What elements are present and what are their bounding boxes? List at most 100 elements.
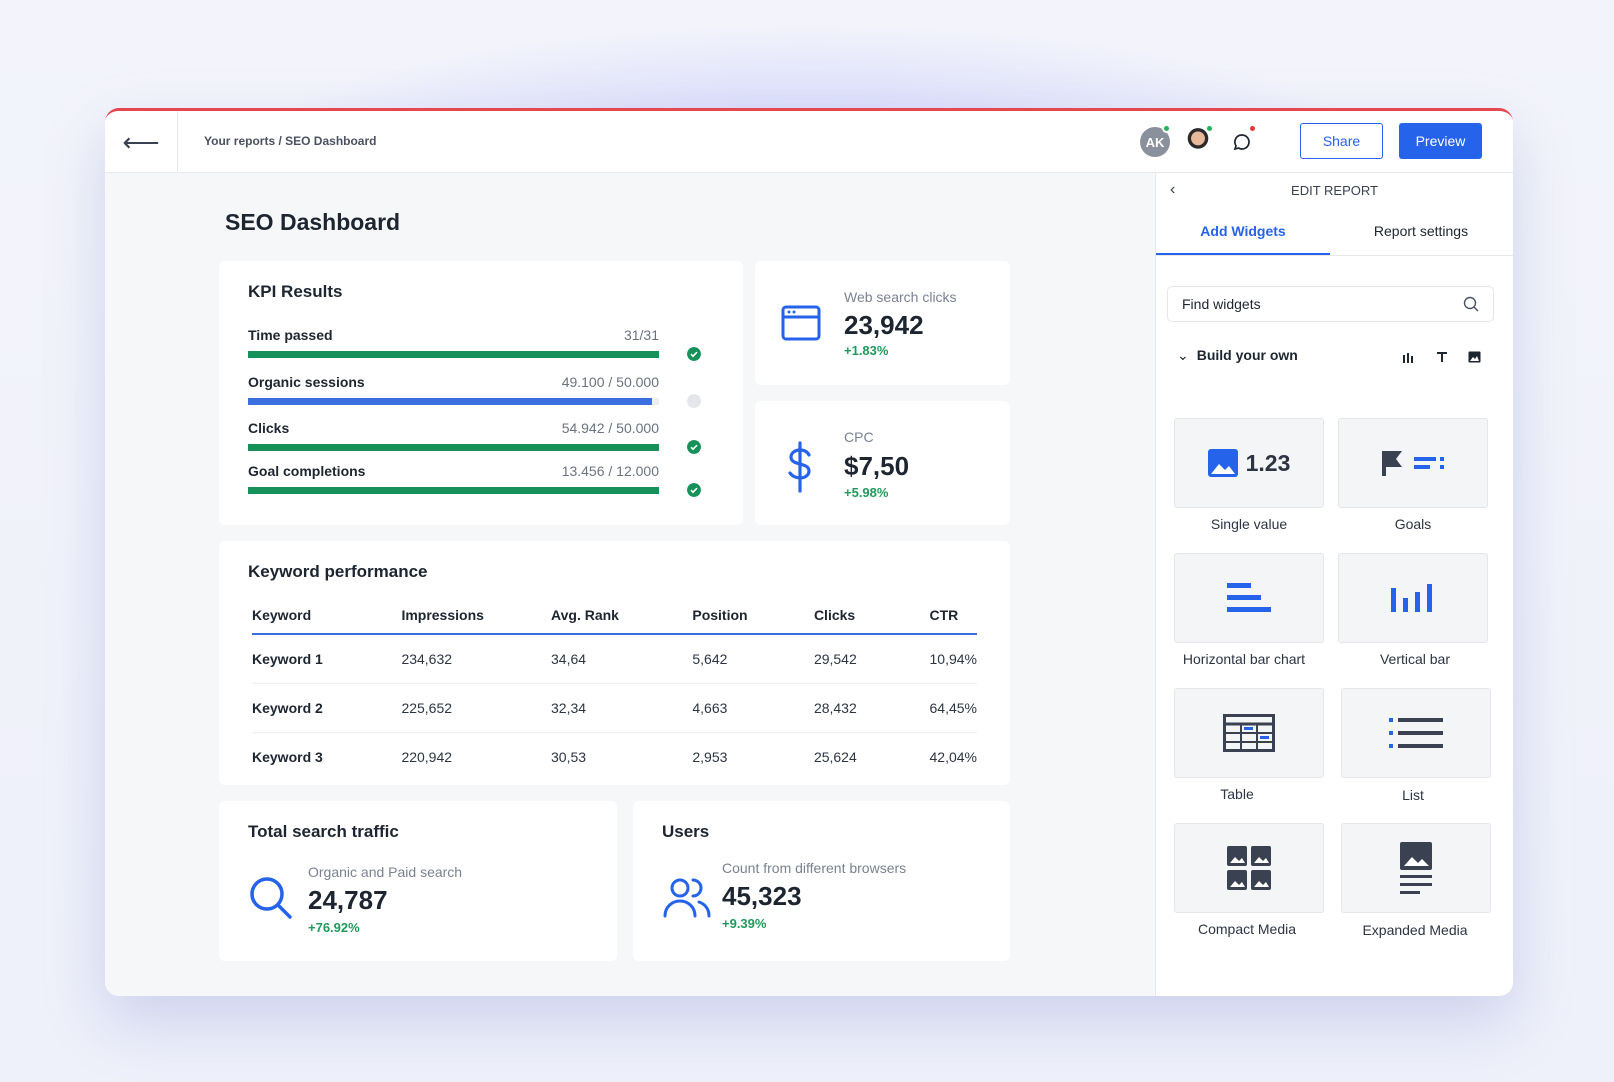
progress-bar (248, 444, 659, 451)
tab-add-widgets[interactable]: Add Widgets (1156, 223, 1330, 255)
check-circle-icon (687, 347, 701, 361)
widget-table[interactable] (1174, 688, 1324, 778)
goals-icon (1382, 451, 1444, 476)
keyword-performance-card[interactable]: Keyword performance Keyword Impressions … (219, 541, 1010, 785)
kpi-results-card[interactable]: KPI Results Time passed 31/31 Organic se… (219, 261, 743, 525)
card-title: KPI Results (248, 282, 343, 301)
column-header[interactable]: Keyword (252, 597, 402, 635)
dollar-icon (788, 441, 811, 493)
widget-label: Goals (1394, 516, 1432, 532)
share-button[interactable]: Share (1300, 123, 1383, 159)
stat-delta: +5.98% (844, 485, 889, 500)
online-indicator (1205, 124, 1214, 133)
back-button[interactable]: ⟵ (105, 111, 178, 173)
list-icon (1389, 718, 1443, 748)
kpi-label: Clicks (248, 420, 290, 436)
kpi-value: 49.100 / 50.000 (561, 374, 659, 390)
table-cell: 5,642 (692, 634, 814, 684)
keyword-cell: Keyword 2 (252, 683, 402, 733)
build-your-own-toggle[interactable]: ⌄ Build your own (1177, 347, 1298, 364)
stat-value: 45,323 (722, 881, 802, 911)
progress-fill (248, 444, 659, 451)
progress-fill (248, 487, 659, 494)
stat-label: Web search clicks (844, 289, 957, 305)
search-icon (1463, 296, 1479, 312)
app-window: ⟵ Your reports / SEO Dashboard AK Share … (105, 108, 1513, 996)
cpc-card[interactable]: CPC $7,50 +5.98% (755, 401, 1010, 525)
total-search-traffic-card[interactable]: Total search traffic Organic and Paid se… (219, 801, 617, 961)
stat-label: Organic and Paid search (308, 864, 463, 880)
image-icon[interactable] (1468, 351, 1481, 363)
kpi-label: Goal completions (248, 463, 366, 479)
progress-fill (248, 351, 659, 358)
progress-bar (248, 351, 659, 358)
widget-label: Single value (1210, 516, 1288, 532)
bar-chart-icon[interactable] (1402, 351, 1416, 363)
table-cell: 25,624 (813, 748, 857, 765)
single-value-icon (1207, 449, 1238, 477)
tab-report-settings[interactable]: Report settings (1373, 223, 1469, 239)
browser-window-icon (781, 305, 821, 341)
stat-label: CPC (844, 429, 874, 445)
widget-single-value[interactable]: 1.23 (1174, 418, 1324, 508)
chevron-down-icon: ⌄ (1177, 347, 1189, 363)
widget-goals[interactable] (1338, 418, 1488, 508)
widget-label: Horizontal bar chart (1182, 651, 1306, 667)
table-cell: 234,632 (401, 634, 552, 684)
kpi-value: 31/31 (623, 327, 659, 343)
kpi-value: 54.942 / 50.000 (561, 420, 659, 436)
search-icon (250, 877, 292, 919)
comments-button[interactable] (1227, 127, 1257, 157)
column-header[interactable]: Clicks (813, 597, 930, 635)
stat-value: $7,50 (844, 451, 910, 481)
dashboard-canvas: SEO Dashboard KPI Results Time passed 31… (105, 173, 1155, 996)
table-cell: 225,652 (401, 683, 552, 733)
column-header[interactable]: Impressions (401, 597, 552, 635)
table-cell: 220,942 (401, 748, 453, 765)
tab-divider (1156, 255, 1513, 256)
table-row[interactable]: Keyword 1 234,632 34,64 5,642 29,542 10,… (252, 634, 977, 684)
table-row[interactable]: Keyword 2 225,652 32,34 4,663 28,432 64,… (252, 683, 977, 733)
table-row[interactable]: Keyword 3 220,942 30,53 2,953 25,624 42,… (252, 732, 977, 781)
chat-bubble-icon (1233, 134, 1250, 151)
table-cell: 64,45% (929, 683, 977, 733)
progress-bar (248, 487, 659, 494)
kpi-row: Time passed 31/31 (248, 327, 701, 367)
table-cell: 4,663 (692, 683, 814, 733)
chevron-left-icon[interactable]: ‹ (1170, 181, 1176, 198)
widget-vertical-bar[interactable] (1338, 553, 1488, 643)
widget-horizontal-bar-chart[interactable] (1174, 553, 1324, 643)
column-header[interactable]: CTR (929, 597, 977, 635)
table-cell: 28,432 (813, 683, 930, 733)
widget-compact-media[interactable] (1174, 823, 1324, 913)
text-icon[interactable] (1436, 351, 1448, 363)
breadcrumb[interactable]: Your reports / SEO Dashboard (204, 134, 377, 148)
widget-label: List (1402, 787, 1424, 803)
column-header[interactable]: Avg. Rank (551, 597, 693, 635)
widget-expanded-media[interactable] (1341, 823, 1491, 913)
widget-label: Compact Media (1197, 921, 1297, 937)
users-card[interactable]: Users Count from different browsers 45,3… (633, 801, 1010, 961)
widget-search-input[interactable]: Find widgets (1167, 286, 1494, 322)
table-cell: 30,53 (551, 748, 587, 765)
build-your-own-label: Build your own (1196, 347, 1298, 363)
column-header[interactable]: Position (692, 597, 814, 635)
widget-list[interactable] (1341, 688, 1491, 778)
table-cell: 42,04% (929, 748, 977, 765)
progress-bar (248, 398, 659, 405)
kpi-label: Organic sessions (248, 374, 365, 390)
sidebar-heading: EDIT REPORT (1291, 183, 1378, 198)
card-title: Users (662, 822, 710, 841)
keyword-cell: Keyword 3 (252, 748, 323, 765)
kpi-label: Time passed (248, 327, 333, 343)
stat-label: Count from different browsers (722, 860, 907, 876)
online-indicator (1162, 124, 1171, 133)
users-icon (663, 878, 711, 918)
table-icon (1223, 714, 1275, 752)
vertical-bar-icon (1391, 584, 1432, 612)
table-cell: 29,542 (813, 634, 930, 684)
web-search-clicks-card[interactable]: Web search clicks 23,942 +1.83% (755, 261, 1010, 385)
preview-button[interactable]: Preview (1399, 123, 1482, 159)
table-header-row: Keyword Impressions Avg. Rank Position C… (252, 597, 977, 635)
top-bar: ⟵ Your reports / SEO Dashboard AK Share … (105, 111, 1513, 173)
